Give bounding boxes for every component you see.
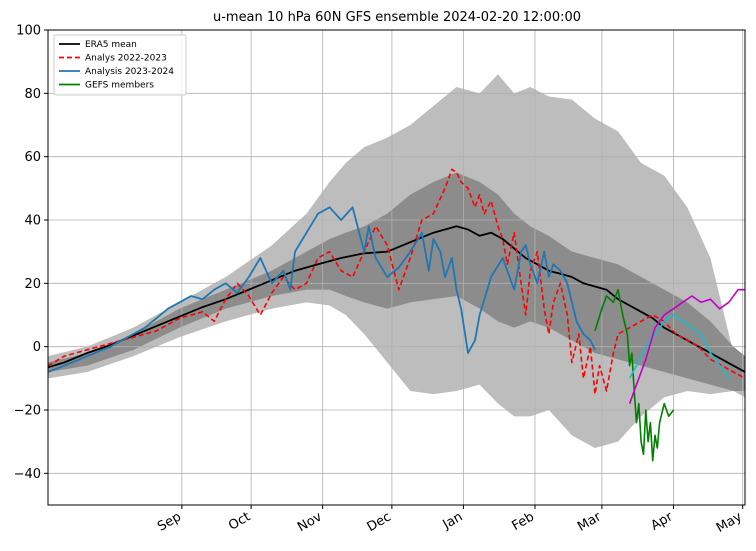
x-tick-label: Sep	[155, 509, 184, 534]
series-line-series-4	[628, 314, 730, 379]
series-line-analysis-2023-2024	[48, 206, 596, 373]
y-tick-label: 0	[33, 340, 41, 355]
legend-box	[53, 34, 187, 96]
legend-label: GEFS members	[85, 81, 154, 91]
plot-area: −40 −20 0 20 40 60 80 100 Sep Oct Nov Dec Jan Feb Mar A…	[14, 24, 746, 536]
x-tick-label: Jan	[440, 509, 466, 533]
legend-label: ERA5 mean	[85, 40, 137, 50]
series-line-gefs-members	[594, 288, 675, 462]
series-line-analys-2022-2023	[48, 168, 745, 395]
legend: ERA5 mean Analys 2022-2023 Analysis 2023-2…	[53, 34, 187, 96]
x-tick-label: Feb	[510, 509, 537, 534]
x-tick-label: Mar	[575, 509, 604, 535]
y-tick-label: 60	[24, 150, 41, 165]
x-tick-label: Dec	[365, 509, 394, 535]
series-line-series-5	[628, 288, 745, 404]
y-tick-label: 100	[16, 24, 41, 39]
plot-frame	[47, 29, 746, 506]
y-tick-label: 80	[24, 87, 41, 102]
x-tick-label: Nov	[295, 509, 325, 535]
x-tick-label: Apr	[648, 509, 676, 534]
x-tick-label: May	[714, 509, 745, 536]
plot-clip-group	[48, 30, 745, 505]
chart-title: u-mean 10 hPa 60N GFS ensemble 2024-02-2…	[213, 10, 581, 25]
x-tick-label: Oct	[226, 509, 253, 533]
y-tick-label: 20	[24, 277, 41, 292]
y-tick-label: −20	[14, 404, 41, 419]
legend-label: Analys 2022-2023	[85, 54, 167, 64]
legend-label: Analysis 2023-2024	[85, 67, 174, 77]
y-tick-label: −40	[14, 467, 41, 482]
series-line-era5-mean	[48, 225, 745, 373]
y-tick-label: 40	[24, 214, 41, 229]
